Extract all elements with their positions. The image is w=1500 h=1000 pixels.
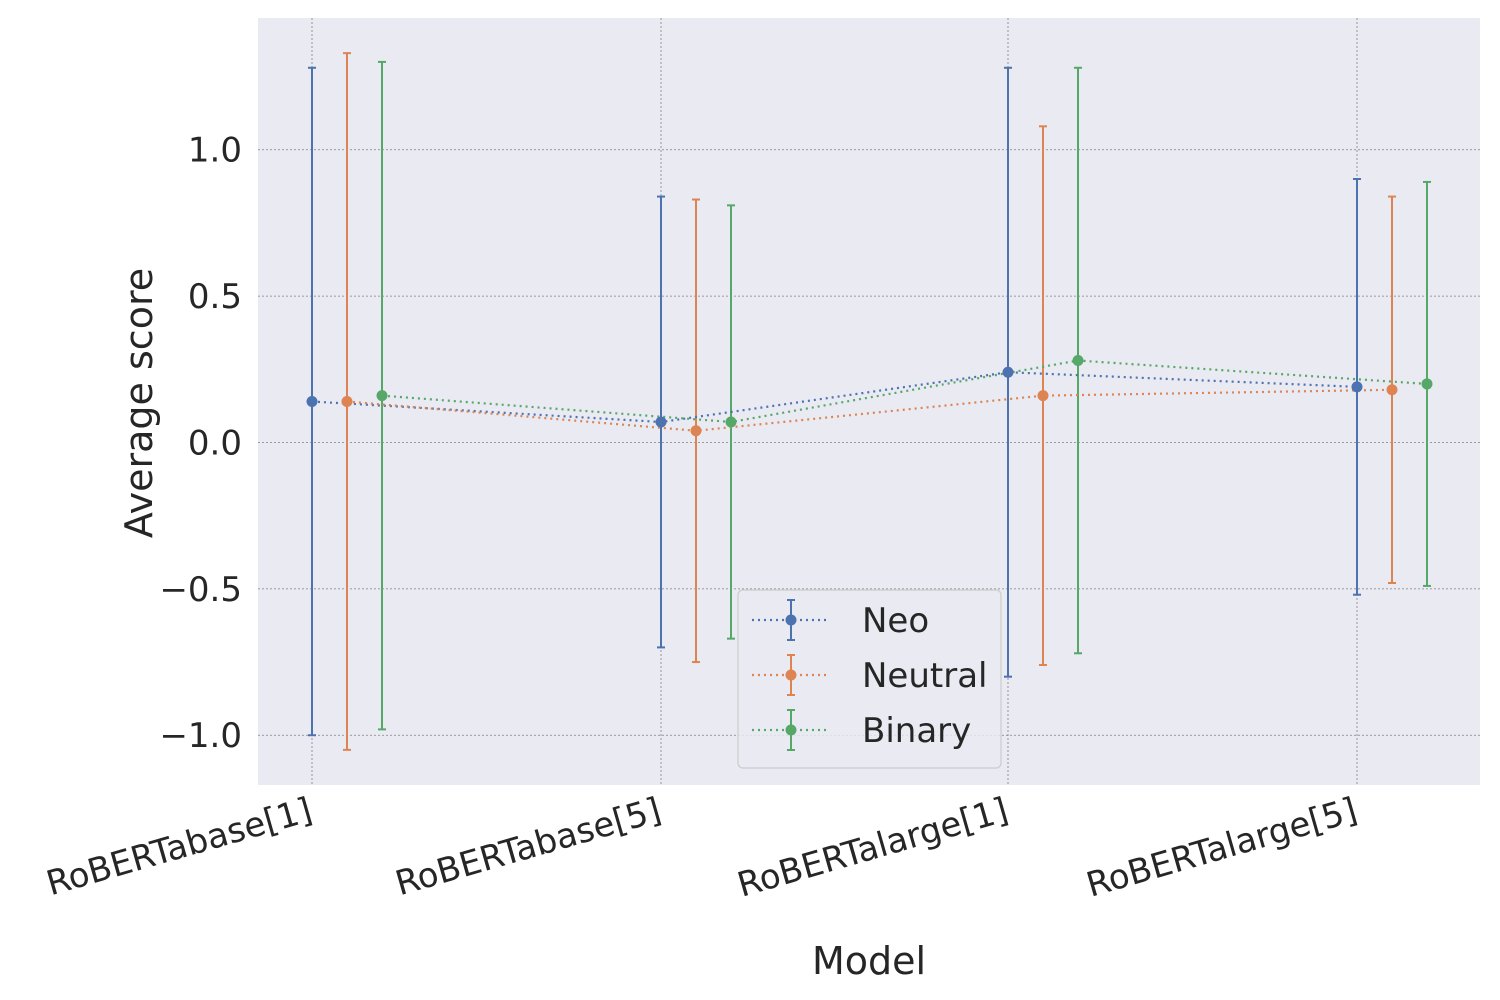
- data-point: [1002, 366, 1014, 378]
- y-tick-label: 0.0: [188, 423, 242, 463]
- legend-marker: [785, 614, 797, 626]
- y-tick-label: 0.5: [188, 277, 242, 317]
- data-point: [306, 396, 318, 407]
- y-tick-label: 1.0: [188, 131, 242, 171]
- legend-marker: [785, 669, 797, 681]
- legend-label: Neo: [862, 601, 929, 641]
- series-lines: [311, 359, 1428, 432]
- y-axis-label: Average score: [117, 268, 161, 538]
- series-line: [346, 388, 1393, 432]
- legend-label: Binary: [862, 711, 971, 751]
- legend: Neo Neutral Binary: [737, 589, 1002, 769]
- data-point: [1072, 355, 1084, 367]
- y-tick-label: −1.0: [159, 716, 242, 756]
- data-point: [655, 416, 667, 428]
- x-tick-label: RoBERTabase[5]: [391, 790, 665, 904]
- x-tick-label: RoBERTalarge[5]: [1082, 790, 1361, 905]
- series-line: [311, 371, 1358, 424]
- x-tick-label: RoBERTabase[1]: [42, 790, 316, 904]
- data-point: [1386, 384, 1398, 396]
- data-point: [1037, 390, 1049, 402]
- data-point: [341, 396, 353, 407]
- data-point: [1351, 381, 1363, 393]
- data-points: [306, 355, 1433, 437]
- x-axis-label: Model: [812, 939, 926, 983]
- legend-label: Neutral: [862, 656, 988, 696]
- legend-box: [737, 589, 1002, 769]
- legend-marker: [785, 724, 797, 736]
- data-point: [725, 416, 737, 428]
- x-axis-ticks: RoBERTabase[1] RoBERTabase[5] RoBERTalarge…: [42, 790, 1361, 905]
- series-line: [381, 359, 1428, 424]
- data-point: [690, 425, 702, 437]
- x-tick-label: RoBERTalarge[1]: [733, 790, 1012, 905]
- data-point: [1421, 378, 1433, 390]
- y-tick-label: −0.5: [159, 570, 242, 610]
- y-axis-ticks: −1.0 −0.5 0.0 0.5 1.0: [159, 131, 242, 756]
- data-point: [376, 390, 388, 402]
